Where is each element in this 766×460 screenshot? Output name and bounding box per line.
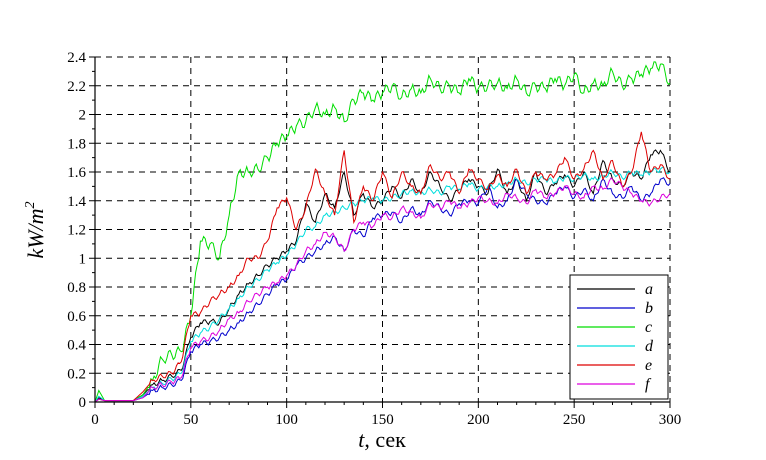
- y-tick-label: 0.8: [67, 280, 86, 296]
- x-tick-label: 100: [275, 412, 298, 428]
- y-tick-label: 0: [79, 395, 87, 411]
- legend-label-b: b: [645, 300, 653, 317]
- x-axis-label: t, сек: [358, 427, 406, 452]
- y-tick-label: 0.4: [67, 338, 86, 354]
- series-line-c: [94, 61, 671, 403]
- x-tick-label: 0: [91, 412, 99, 428]
- series-line-b: [94, 177, 671, 403]
- legend-label-c: c: [645, 319, 652, 336]
- y-tick-label: 1.8: [67, 136, 86, 152]
- x-tick-label: 50: [183, 412, 198, 428]
- y-axis-label: kW/m2: [23, 201, 48, 258]
- x-tick-label: 200: [467, 412, 490, 428]
- legend-label-d: d: [645, 338, 654, 355]
- y-tick-label: 1.2: [67, 223, 86, 239]
- series-line-d: [94, 166, 671, 403]
- y-tick-label: 2: [79, 108, 87, 124]
- legend-label-a: a: [645, 281, 653, 298]
- svg-text:kW/m2: kW/m2: [23, 201, 48, 258]
- y-tick-label: 2.2: [67, 79, 86, 95]
- y-tick-label: 2.4: [67, 50, 86, 66]
- series-line-e: [94, 131, 671, 403]
- legend-label-e: e: [645, 357, 652, 374]
- y-tick-label: 0.2: [67, 366, 86, 382]
- y-tick-label: 1.6: [67, 165, 86, 181]
- tick-labels: 0 0.2 0.4 0.6 0.8 1 1.2 1.4 1.6 1.8 2 2.2 2.4 0 50 100 1…: [67, 50, 681, 428]
- axis-ticks: [89, 56, 671, 408]
- x-tick-label: 150: [371, 412, 394, 428]
- data-series: [94, 61, 671, 403]
- series-line-a: [94, 149, 671, 403]
- y-tick-label: 1: [79, 251, 87, 267]
- x-tick-label: 250: [563, 412, 586, 428]
- x-tick-label: 300: [659, 412, 682, 428]
- legend-label-f: f: [645, 376, 652, 393]
- legend-box: [569, 274, 669, 400]
- y-tick-label: 0.6: [67, 309, 86, 325]
- y-tick-label: 1.4: [67, 194, 86, 210]
- series-line-f: [94, 177, 671, 403]
